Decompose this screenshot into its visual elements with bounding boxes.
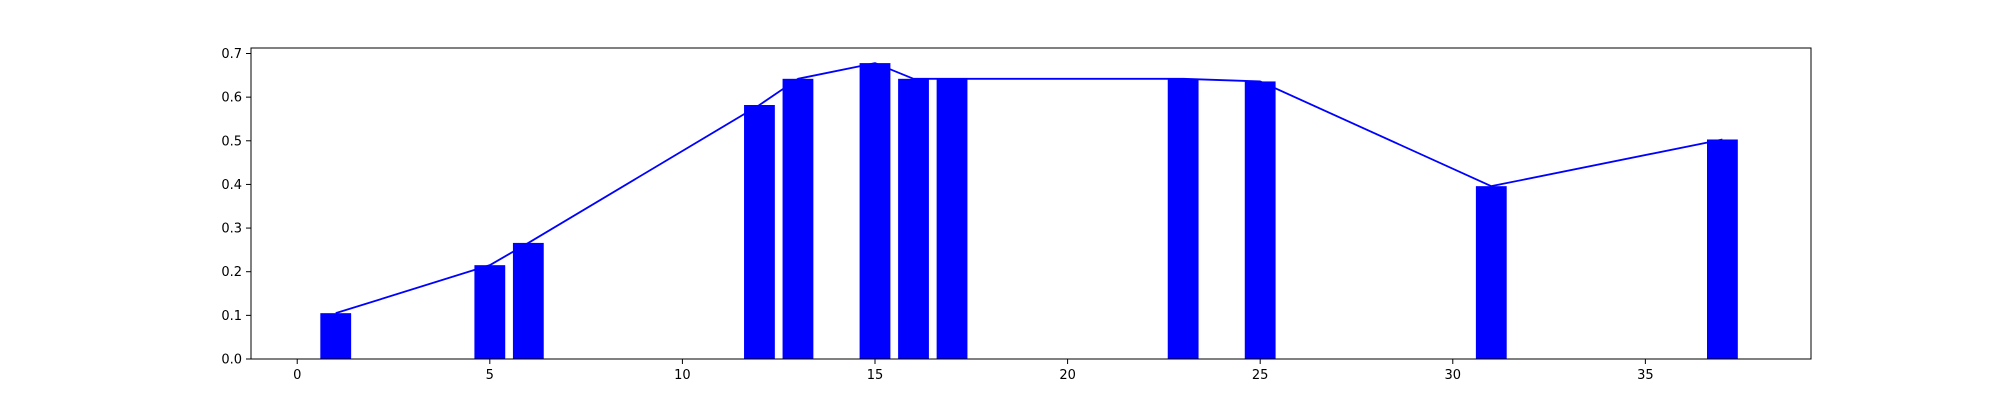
bar-x-17 bbox=[936, 78, 968, 359]
bar-x-13 bbox=[782, 78, 814, 359]
x-tick-label: 0 bbox=[293, 368, 301, 383]
bar-x-1 bbox=[320, 313, 352, 359]
y-tick-label: 0.5 bbox=[221, 134, 242, 149]
bars-layer bbox=[320, 63, 1738, 360]
bar-x-25 bbox=[1244, 81, 1276, 360]
bar-x-31 bbox=[1475, 186, 1507, 359]
y-tick-label: 0.1 bbox=[221, 309, 242, 324]
y-tick-label: 0.6 bbox=[221, 91, 242, 106]
y-tick-label: 0.7 bbox=[221, 47, 242, 62]
bar-x-37 bbox=[1707, 139, 1738, 359]
x-tick-label: 30 bbox=[1445, 368, 1462, 383]
bar-x-6 bbox=[512, 242, 544, 359]
y-tick-label: 0.0 bbox=[221, 353, 242, 368]
y-tick-label: 0.4 bbox=[221, 178, 242, 193]
x-tick-label: 25 bbox=[1252, 368, 1269, 383]
x-axis: 0 5 10 15 20 25 30 35 bbox=[293, 359, 1654, 383]
x-tick-label: 35 bbox=[1637, 368, 1654, 383]
x-tick-label: 10 bbox=[674, 368, 691, 383]
line-layer bbox=[335, 62, 1723, 315]
y-tick-label: 0.2 bbox=[221, 265, 242, 280]
plot-area-frame bbox=[250, 47, 1812, 360]
y-tick-label: 0.3 bbox=[221, 222, 242, 237]
line-series bbox=[335, 62, 1723, 315]
bar-x-5 bbox=[474, 265, 506, 359]
y-axis: 0.0 0.1 0.2 0.3 0.4 0.5 0.6 0.7 bbox=[221, 47, 251, 368]
x-tick-label: 5 bbox=[486, 368, 494, 383]
bar-x-15 bbox=[859, 63, 891, 359]
x-tick-label: 20 bbox=[1059, 368, 1076, 383]
bar-x-23 bbox=[1167, 78, 1199, 359]
bar-x-12 bbox=[744, 105, 775, 359]
bar-x-16 bbox=[898, 78, 929, 359]
x-tick-label: 15 bbox=[867, 368, 884, 383]
